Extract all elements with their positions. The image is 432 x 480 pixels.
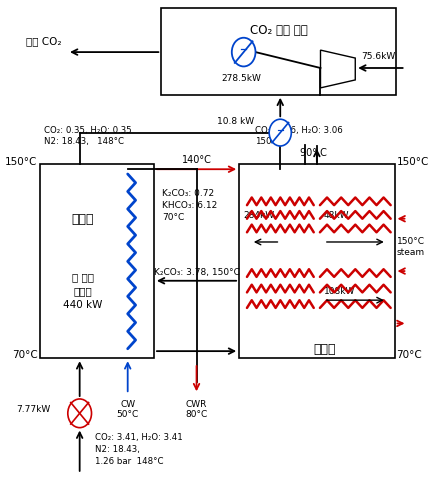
Text: 150°C: 150°C bbox=[397, 156, 429, 166]
Text: 탈착탑: 탈착탑 bbox=[313, 343, 336, 356]
Text: K₂CO₃: 3.78, 150°C: K₂CO₃: 3.78, 150°C bbox=[154, 267, 239, 276]
Text: 흡수탑: 흡수탑 bbox=[72, 213, 94, 226]
Text: 70°C: 70°C bbox=[397, 350, 422, 360]
Polygon shape bbox=[321, 51, 355, 89]
Text: CO₂ 액화 공정: CO₂ 액화 공정 bbox=[250, 24, 308, 37]
Text: 150°C
steam: 150°C steam bbox=[397, 236, 425, 256]
Text: K₂CO₃: 0.72
KHCO₃: 6.12
70°C: K₂CO₃: 0.72 KHCO₃: 6.12 70°C bbox=[162, 189, 217, 221]
Text: 70°C: 70°C bbox=[12, 350, 38, 360]
Text: CW
50°C: CW 50°C bbox=[117, 399, 139, 419]
Circle shape bbox=[232, 39, 255, 67]
Circle shape bbox=[269, 120, 291, 147]
Bar bbox=[239, 165, 394, 359]
Text: 액화 CO₂: 액화 CO₂ bbox=[26, 36, 61, 46]
Text: 108kW: 108kW bbox=[324, 287, 355, 295]
Text: CWR
80°C: CWR 80°C bbox=[185, 399, 208, 419]
Text: 150°C: 150°C bbox=[5, 156, 38, 166]
Bar bbox=[161, 9, 397, 96]
Text: 284kW: 284kW bbox=[243, 211, 274, 220]
Text: 278.5kW: 278.5kW bbox=[222, 74, 262, 83]
Text: CO₂: 3.06, H₂O: 3.06
150°C: CO₂: 3.06, H₂O: 3.06 150°C bbox=[254, 125, 343, 146]
Text: 140°C: 140°C bbox=[181, 155, 212, 164]
Text: 총 제열
요구량
440 kW: 총 제열 요구량 440 kW bbox=[64, 272, 103, 310]
Text: 10.8 kW: 10.8 kW bbox=[217, 117, 254, 126]
Bar bbox=[40, 165, 154, 359]
Text: 48kW: 48kW bbox=[324, 211, 349, 220]
Text: 7.77kW: 7.77kW bbox=[16, 404, 51, 413]
Text: 90° C: 90° C bbox=[300, 147, 327, 157]
Circle shape bbox=[68, 399, 92, 428]
Text: 75.6kW: 75.6kW bbox=[361, 51, 395, 60]
Text: CO₂: 0.35, H₂O: 0.35
N2: 18.43,   148°C: CO₂: 0.35, H₂O: 0.35 N2: 18.43, 148°C bbox=[44, 125, 132, 146]
Text: CO₂: 3.41, H₂O: 3.41
N2: 18.43,
1.26 bar  148°C: CO₂: 3.41, H₂O: 3.41 N2: 18.43, 1.26 bar… bbox=[95, 432, 183, 465]
